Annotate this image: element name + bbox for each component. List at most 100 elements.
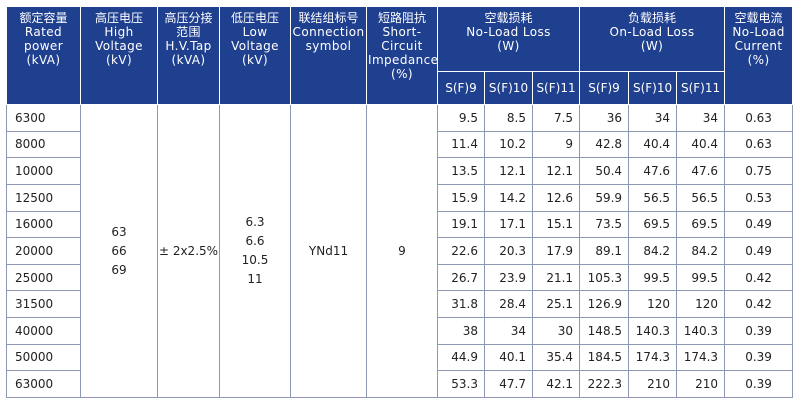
header-cn: 短路阻抗 xyxy=(377,11,426,25)
noload-sf10-cell: 17.1 xyxy=(484,210,533,239)
no-load-current-cell: 0.39 xyxy=(724,317,794,345)
table-row: 25000 26.7 23.9 21.1 105.3 99.5 99.5 0.42 xyxy=(6,263,794,292)
no-load-current-cell: 0.49 xyxy=(724,237,794,265)
noload-sf10-cell: 8.5 xyxy=(484,104,533,132)
header-en: High xyxy=(104,25,134,39)
noload-sf9-cell: 44.9 xyxy=(437,343,485,372)
onload-sf11-cell: 210 xyxy=(676,370,726,398)
onload-sf9-cell: 59.9 xyxy=(579,183,630,212)
header-en: Connection xyxy=(292,25,365,39)
rated-power-cell: 12500 xyxy=(6,183,81,212)
header-connection-symbol: 联结组标号 Connection symbol xyxy=(290,6,367,105)
rated-power-cell: 10000 xyxy=(6,157,81,185)
onload-sf9-cell: 184.5 xyxy=(579,343,630,372)
low-voltage-cell-value: 6.6 xyxy=(245,234,265,248)
onload-sf9-cell: 148.5 xyxy=(579,317,630,345)
header-on-load-loss: 负载损耗 On-Load Loss (W) xyxy=(579,6,726,72)
header-cn: 高压分接 xyxy=(164,11,213,25)
header-en: 范围 xyxy=(176,25,201,39)
onload-sf10-cell: 210 xyxy=(628,370,678,398)
rated-power-cell: 20000 xyxy=(6,237,81,265)
low-voltage-cell-value: 6.3 xyxy=(245,215,265,229)
header-en: Circuit xyxy=(381,39,423,53)
header-en: No-Load xyxy=(732,25,785,39)
no-load-current-cell: 0.42 xyxy=(724,263,794,292)
header-high-voltage: 高压电压 High Voltage (kV) xyxy=(80,6,158,105)
subheader-onload-sf11: S(F)11 xyxy=(676,71,726,105)
header-cn: 空载电流 xyxy=(734,11,783,25)
noload-sf11-cell: 42.1 xyxy=(531,370,581,398)
header-en: (W) xyxy=(497,39,520,53)
onload-sf9-cell: 89.1 xyxy=(579,237,630,265)
onload-sf9-cell: 126.9 xyxy=(579,290,630,318)
rated-power-cell: 50000 xyxy=(6,343,81,372)
noload-sf9-cell: 13.5 xyxy=(437,157,485,185)
onload-sf10-cell: 174.3 xyxy=(628,343,678,372)
noload-sf11-cell: 17.9 xyxy=(531,237,581,265)
noload-sf11-cell: 12.6 xyxy=(531,183,581,212)
header-no-load-current: 空载电流 No-Load Current (%) xyxy=(724,6,794,105)
table-row: 31500 31.8 28.4 25.1 126.9 120 120 0.42 xyxy=(6,290,794,318)
header-cn: 空载损耗 xyxy=(484,11,533,25)
onload-sf9-cell: 105.3 xyxy=(579,263,630,292)
onload-sf9-cell: 36 xyxy=(579,104,630,132)
onload-sf11-cell: 174.3 xyxy=(676,343,726,372)
rated-power-cell: 63000 xyxy=(6,370,81,398)
noload-sf9-cell: 31.8 xyxy=(437,290,485,318)
onload-sf11-cell: 56.5 xyxy=(676,183,726,212)
no-load-current-cell: 0.49 xyxy=(724,210,794,239)
noload-sf11-cell: 7.5 xyxy=(531,104,581,132)
header-en: (kVA) xyxy=(171,53,206,67)
high-voltage-cell-value: 66 xyxy=(111,243,127,258)
header-en: H.V.Tap xyxy=(165,39,212,53)
header-en: Low xyxy=(242,25,268,39)
header-en: Short- xyxy=(382,25,422,39)
header-en: No-Load Loss xyxy=(466,25,551,39)
low-voltage-cell-value: 10.5 xyxy=(241,253,269,267)
subheader-onload-sf10: S(F)10 xyxy=(628,71,678,105)
subheader-noload-sf11: S(F)11 xyxy=(531,71,581,105)
noload-sf10-cell: 28.4 xyxy=(484,290,533,318)
noload-sf10-cell: 14.2 xyxy=(484,183,533,212)
onload-sf11-cell: 84.2 xyxy=(676,237,726,265)
noload-sf9-cell: 22.6 xyxy=(437,237,485,265)
low-voltage-cell: 6.3 6.6 10.5 11 xyxy=(219,104,291,398)
noload-sf9-cell: 38 xyxy=(437,317,485,345)
noload-sf9-cell: 15.9 xyxy=(437,183,485,212)
table-header: 额定容量 Rated power (kVA) 高压电压 High Voltage… xyxy=(6,6,794,105)
noload-sf10-cell: 20.3 xyxy=(484,237,533,265)
impedance-cell: 9 xyxy=(366,104,438,398)
noload-sf9-cell: 53.3 xyxy=(437,370,485,398)
no-load-current-cell: 0.42 xyxy=(724,290,794,318)
header-en: Voltage xyxy=(95,39,143,53)
header-en: Voltage xyxy=(231,39,279,53)
onload-sf10-cell: 69.5 xyxy=(628,210,678,239)
table-row: 8000 11.4 10.2 9 42.8 40.4 40.4 0.63 xyxy=(6,130,794,159)
onload-sf11-cell: 99.5 xyxy=(676,263,726,292)
no-load-current-cell: 0.63 xyxy=(724,130,794,159)
header-en: (kVA) xyxy=(26,53,61,67)
table-row: 63000 53.3 47.7 42.1 222.3 210 210 0.39 xyxy=(6,370,794,398)
rated-power-cell: 16000 xyxy=(6,210,81,239)
onload-sf9-cell: 42.8 xyxy=(579,130,630,159)
header-en: (kV) xyxy=(105,53,133,67)
rated-power-cell: 31500 xyxy=(6,290,81,318)
noload-sf11-cell: 35.4 xyxy=(531,343,581,372)
header-rated-power: 额定容量 Rated power (kVA) xyxy=(6,6,81,105)
noload-sf11-cell: 30 xyxy=(531,317,581,345)
no-load-current-cell: 0.63 xyxy=(724,104,794,132)
onload-sf11-cell: 47.6 xyxy=(676,157,726,185)
noload-sf11-cell: 15.1 xyxy=(531,210,581,239)
onload-sf10-cell: 140.3 xyxy=(628,317,678,345)
subheader-onload-sf9: S(F)9 xyxy=(579,71,630,105)
rated-power-cell: 6300 xyxy=(6,104,81,132)
noload-sf9-cell: 19.1 xyxy=(437,210,485,239)
onload-sf10-cell: 34 xyxy=(628,104,678,132)
header-low-voltage: 低压电压 Low Voltage (kV) xyxy=(219,6,291,105)
onload-sf11-cell: 140.3 xyxy=(676,317,726,345)
header-cn: 低压电压 xyxy=(230,11,279,25)
transformer-spec-table: 额定容量 Rated power (kVA) 高压电压 High Voltage… xyxy=(6,6,794,398)
subheader-noload-sf9: S(F)9 xyxy=(437,71,485,105)
noload-sf10-cell: 10.2 xyxy=(484,130,533,159)
no-load-current-cell: 0.75 xyxy=(724,157,794,185)
